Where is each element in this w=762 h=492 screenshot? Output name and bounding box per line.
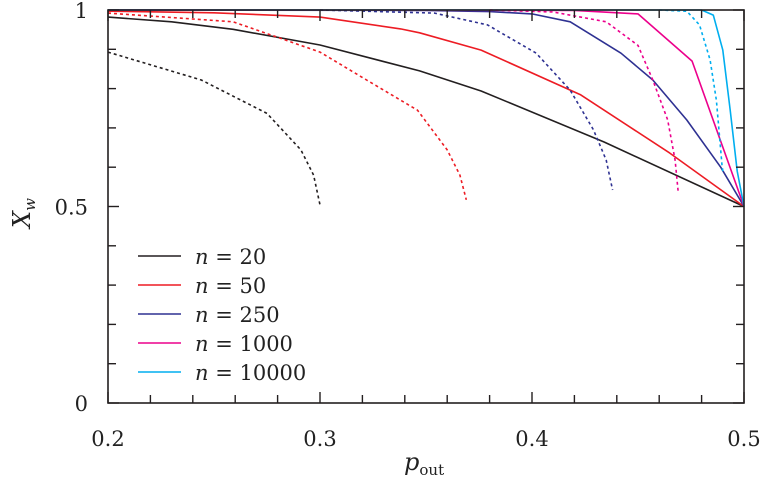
series-layer bbox=[107, 9, 745, 208]
legend-label: n = 20 bbox=[195, 245, 266, 269]
series-line-dotted-9 bbox=[659, 9, 724, 172]
legend-label-value: = 250 bbox=[209, 303, 280, 327]
tick-labels: 0.2 0.3 0.4 0.5 0 0.5 1 bbox=[55, 0, 761, 451]
y-tick-label: 0.5 bbox=[55, 196, 88, 220]
x-tick-label: 0.4 bbox=[515, 427, 548, 451]
series-line-dotted-7 bbox=[319, 9, 614, 191]
legend-label-value: = 1000 bbox=[209, 332, 293, 356]
legend-label: n = 10000 bbox=[195, 361, 306, 385]
x-axis-label-main: p bbox=[404, 448, 419, 476]
legend-label-var: n bbox=[195, 245, 209, 269]
legend-label: n = 50 bbox=[195, 274, 266, 298]
legend-label-var: n bbox=[195, 303, 209, 327]
x-tick-label: 0.5 bbox=[727, 427, 760, 451]
series-line-dotted-5 bbox=[107, 51, 321, 206]
series-line-solid-2 bbox=[107, 9, 745, 207]
x-tick-label: 0.3 bbox=[303, 427, 336, 451]
y-axis-label-main: X bbox=[8, 210, 36, 230]
legend-label: n = 1000 bbox=[195, 332, 293, 356]
legend-label-value: = 50 bbox=[209, 274, 267, 298]
series-line-dotted-8 bbox=[489, 9, 680, 194]
x-axis-label: pout bbox=[404, 448, 444, 479]
y-axis-label: Xw bbox=[8, 198, 39, 230]
y-tick-label: 1 bbox=[75, 0, 88, 23]
plot-frame bbox=[107, 9, 745, 404]
y-axis-label-sub: w bbox=[21, 198, 39, 211]
legend-label-var: n bbox=[195, 361, 209, 385]
legend-label-var: n bbox=[195, 274, 209, 298]
x-axis-label-sub: out bbox=[419, 461, 444, 479]
series-line-solid-1 bbox=[107, 10, 745, 208]
series-line-solid-3 bbox=[107, 9, 745, 207]
series-line-dotted-6 bbox=[107, 12, 468, 201]
series-line-solid-0 bbox=[107, 16, 745, 208]
legend-label-value: = 20 bbox=[209, 245, 267, 269]
legend-label-value: = 10000 bbox=[209, 361, 307, 385]
y-tick-label: 0 bbox=[75, 392, 88, 416]
legend-label: n = 250 bbox=[195, 303, 280, 327]
series-line-solid-4 bbox=[108, 9, 745, 207]
legend-label-var: n bbox=[195, 332, 209, 356]
ticks-layer bbox=[107, 9, 745, 404]
x-tick-label: 0.2 bbox=[91, 427, 124, 451]
